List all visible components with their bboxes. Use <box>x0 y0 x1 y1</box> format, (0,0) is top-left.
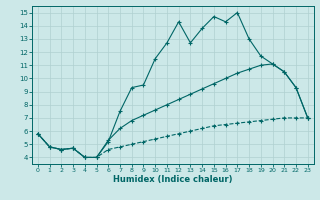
X-axis label: Humidex (Indice chaleur): Humidex (Indice chaleur) <box>113 175 233 184</box>
